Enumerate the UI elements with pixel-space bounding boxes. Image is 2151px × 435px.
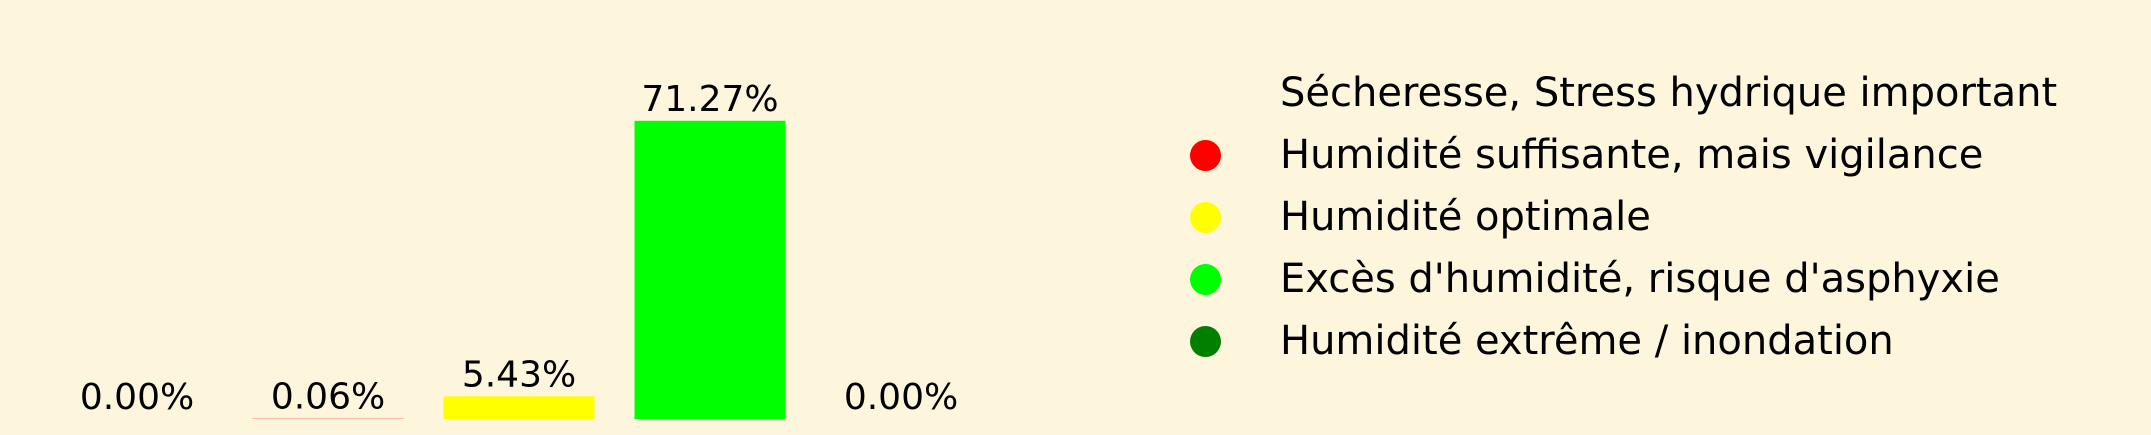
data-label-secheresse: 0.00%: [80, 377, 194, 418]
legend-item-humidite-suffisante: Humidité suffisante, mais vigilance: [1190, 124, 2057, 186]
legend-item-exces-humidite: Excès d'humidité, risque d'asphyxie: [1190, 248, 2057, 310]
legend-label: Humidité optimale: [1280, 194, 1651, 240]
legend-label: Humidité extrême / inondation: [1280, 318, 1894, 364]
legend-label: Excès d'humidité, risque d'asphyxie: [1280, 256, 2000, 302]
legend-swatch: [1190, 77, 1221, 109]
data-label-humidite-optimale: 5.43%: [462, 354, 576, 395]
legend-label: Humidité suffisante, mais vigilance: [1280, 132, 1984, 178]
bar-humidite-optimale: [443, 396, 595, 419]
legend-swatch: [1190, 325, 1221, 357]
legend-swatch: [1190, 139, 1221, 171]
legend-swatch: [1190, 263, 1221, 295]
legend-label: Sécheresse, Stress hydrique important: [1280, 70, 2058, 116]
data-label-exces-humidite: 71.27%: [641, 79, 778, 120]
legend-item-secheresse: Sécheresse, Stress hydrique important: [1190, 62, 2057, 124]
legend-swatch: [1190, 201, 1221, 233]
data-label-humidite-extreme: 0.00%: [844, 377, 958, 418]
legend-item-humidite-extreme: Humidité extrême / inondation: [1190, 310, 2057, 372]
chart-legend: Sécheresse, Stress hydrique important Hu…: [1190, 62, 2057, 372]
data-label-humidite-suffisante: 0.06%: [271, 377, 385, 418]
bar-exces-humidite: [634, 120, 786, 419]
legend-item-humidite-optimale: Humidité optimale: [1190, 186, 2057, 248]
